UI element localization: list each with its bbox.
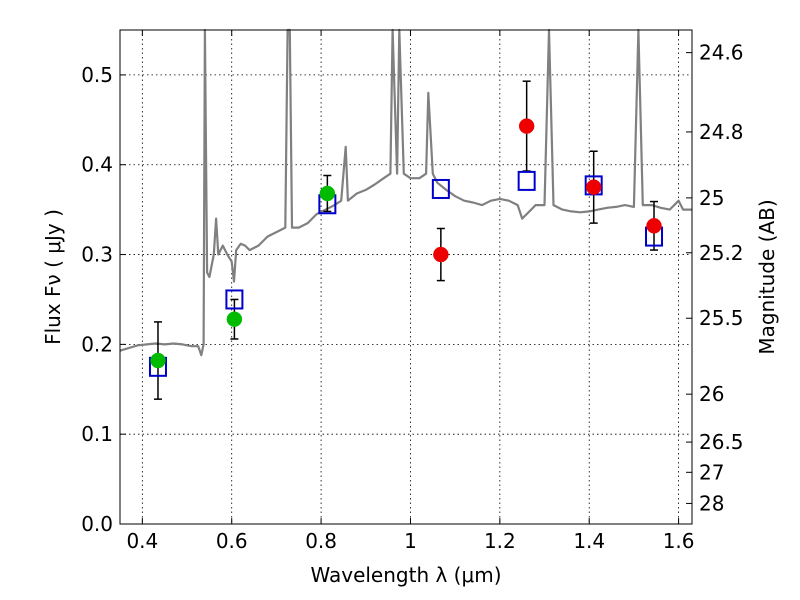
y-tick-label: 0.2 xyxy=(81,332,113,356)
y2-tick-label: 26.5 xyxy=(699,430,744,454)
data-markers xyxy=(150,119,662,376)
y-tick-label: 0.5 xyxy=(81,63,113,87)
x-tick-label: 1.2 xyxy=(484,529,516,553)
x-tick-label: 1.4 xyxy=(573,529,605,553)
model-spectrum xyxy=(120,30,692,355)
y2-tick-label: 28 xyxy=(699,491,724,515)
y2-tick-label: 27 xyxy=(699,460,724,484)
x-tick-label: 1.6 xyxy=(663,529,695,553)
error-bars xyxy=(154,81,658,399)
y2-tick-labels: 24.6 24.8 25 25.2 25.5 26 26.5 27 28 xyxy=(699,41,744,516)
model-spectrum-line xyxy=(120,30,692,355)
photometry-point xyxy=(647,218,662,233)
y-tick-label: 0.1 xyxy=(81,422,113,446)
model-square-marker xyxy=(519,172,535,190)
photometry-point xyxy=(433,247,448,262)
y-tick-label: 0.4 xyxy=(81,153,113,177)
y2-tick-label: 24.8 xyxy=(699,120,744,144)
y-tick-label: 0.0 xyxy=(81,512,113,536)
y2-tick-label: 25 xyxy=(699,186,724,210)
y-axis-label: Flux Fν ( μJy ) xyxy=(41,209,65,345)
x-tick-labels: 0.4 0.6 0.8 1 1.2 1.4 1.6 xyxy=(126,529,694,553)
photometry-point xyxy=(150,353,165,368)
x-tick-label: 0.6 xyxy=(216,529,248,553)
photometry-point xyxy=(586,180,601,195)
y-tick-label: 0.3 xyxy=(81,243,113,267)
x-tick-label: 0.4 xyxy=(126,529,158,553)
x-tick-label: 1 xyxy=(404,529,417,553)
x-axis-label: Wavelength λ (μm) xyxy=(310,563,501,587)
y-tick-labels: 0.0 0.1 0.2 0.3 0.4 0.5 xyxy=(81,63,113,536)
photometry-point xyxy=(227,312,242,327)
y2-tick-label: 26 xyxy=(699,382,724,406)
y2-axis-label: Magnitude (AB) xyxy=(755,199,779,354)
y2-tick-label: 25.2 xyxy=(699,241,744,265)
y2-tick-label: 24.6 xyxy=(699,41,744,65)
photometry-point xyxy=(320,186,335,201)
y2-tick-label: 25.5 xyxy=(699,306,744,330)
sed-chart: 0.4 0.6 0.8 1 1.2 1.4 1.6 0.0 0.1 0.2 0.3 0.4 0.5 2… xyxy=(0,0,800,600)
x-tick-label: 0.8 xyxy=(305,529,337,553)
photometry-point xyxy=(519,119,534,134)
